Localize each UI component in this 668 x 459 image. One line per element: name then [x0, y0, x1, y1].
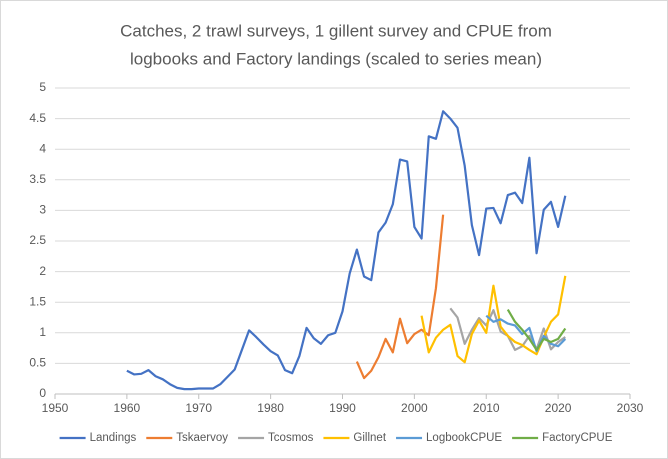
y-tick-label: 4.5: [29, 111, 46, 125]
legend-label: Tskaervoy: [176, 432, 228, 444]
x-tick-label: 2010: [473, 401, 500, 415]
legend-label: LogbookCPUE: [426, 432, 502, 444]
series-line: [126, 110, 567, 391]
x-tick-label: 2030: [617, 401, 644, 415]
y-tick-label: 3.5: [29, 172, 46, 186]
legend-label: FactoryCPUE: [542, 432, 613, 444]
x-tick-label: 1990: [329, 401, 356, 415]
chart-title: logbooks and Factory landings (scaled to…: [130, 49, 542, 68]
y-tick-label: 4: [39, 141, 46, 155]
y-tick-label: 1.5: [29, 294, 46, 308]
series-line: [355, 214, 445, 380]
x-tick-label: 1960: [114, 401, 141, 415]
legend-label: Tcosmos: [268, 432, 314, 444]
y-tick-label: 5: [39, 80, 46, 94]
x-tick-label: 2000: [401, 401, 428, 415]
series-line: [506, 308, 567, 352]
x-tick-label: 1970: [185, 401, 212, 415]
y-tick-label: 2.5: [29, 233, 46, 247]
y-tick-label: 1: [39, 325, 46, 339]
legend-label: Gillnet: [353, 432, 386, 444]
legend-label: Landings: [90, 432, 137, 444]
series-line: [485, 314, 567, 353]
y-tick-label: 2: [39, 264, 46, 278]
x-tick-label: 2020: [545, 401, 572, 415]
x-tick-label: 1980: [257, 401, 284, 415]
y-tick-label: 3: [39, 203, 46, 217]
y-tick-label: 0.5: [29, 356, 46, 370]
x-tick-label: 1950: [42, 401, 69, 415]
chart-title: Catches, 2 trawl surveys, 1 gillent surv…: [120, 21, 552, 40]
y-tick-label: 0: [39, 386, 46, 400]
